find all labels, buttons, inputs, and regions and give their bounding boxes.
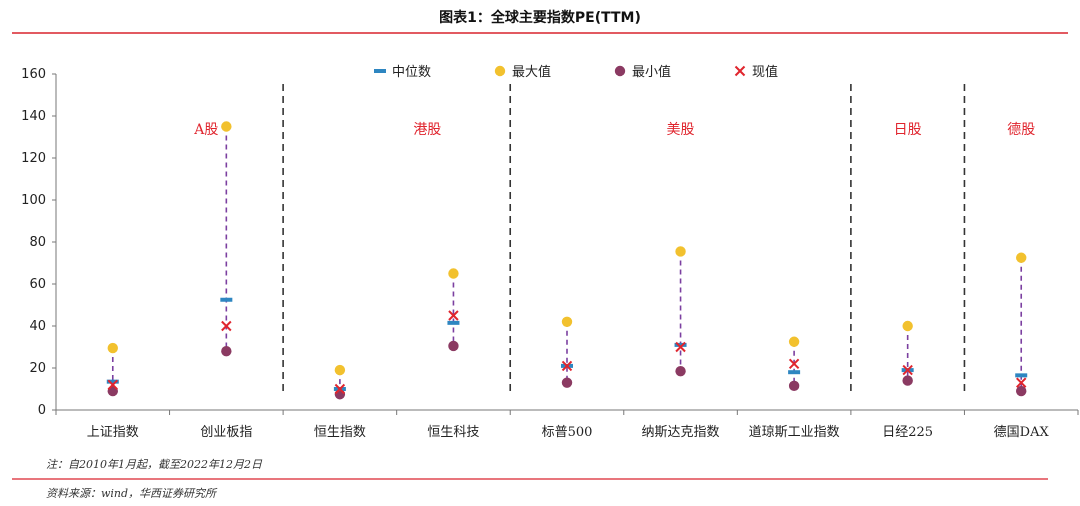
point-circle	[107, 342, 118, 354]
point-circle	[902, 320, 913, 332]
point-dash	[220, 297, 233, 302]
point-circle	[1016, 252, 1027, 263]
legend-marker	[374, 69, 386, 73]
point-x	[561, 360, 573, 372]
legend-label: 最大值	[512, 64, 551, 80]
chart-title: 图表1：全球主要指数PE(TTM)	[439, 9, 641, 26]
point-circle	[1016, 385, 1027, 397]
axes: 0 20 40 60 80 100 120 140 160 上证指数 创业板指 恒生指数 恒生科技 标普5…	[21, 67, 1079, 440]
legend-label: 中位数	[392, 65, 431, 80]
data-markers	[106, 121, 1028, 400]
point-x	[1016, 377, 1027, 388]
point-x	[788, 358, 800, 370]
x-stroke	[561, 360, 573, 372]
y-tick-label: 120	[21, 151, 46, 166]
group-label: 港股	[413, 122, 441, 138]
x-tick-label: 标普500	[542, 425, 593, 440]
legend-marker	[614, 65, 626, 77]
point-circle	[221, 346, 232, 357]
chart-note: 注：自2010年1月起，截至2022年12月2日	[46, 458, 263, 471]
group-label: 美股	[667, 122, 695, 138]
chart-source: 资料来源：wind，华西证券研究所	[46, 487, 218, 500]
x-tick-label: 德国DAX	[994, 425, 1050, 440]
point-dash	[788, 370, 801, 375]
point-circle	[448, 268, 459, 279]
x-tick-label: 道琼斯工业指数	[749, 425, 840, 440]
x-stroke	[675, 341, 686, 353]
group-labels: A股 港股 美股 日股 德股	[193, 122, 1035, 138]
range-lines	[111, 126, 1023, 395]
point-circle	[561, 377, 573, 388]
x-tick-label: 恒生科技	[427, 425, 479, 440]
x-stroke	[788, 358, 800, 370]
x-stroke	[334, 383, 346, 395]
point-circle	[902, 375, 913, 386]
point-circle	[334, 364, 346, 376]
x-stroke	[221, 320, 232, 332]
group-label: 日股	[894, 122, 922, 138]
point-circle	[561, 316, 573, 327]
point-circle	[788, 336, 800, 347]
point-dash	[1015, 373, 1028, 378]
point-circle	[788, 380, 800, 392]
y-tick-label: 140	[21, 109, 46, 124]
x-tick-label: 创业板指	[200, 425, 252, 440]
point-circle	[221, 121, 232, 132]
point-circle	[675, 365, 686, 377]
point-x	[221, 320, 232, 332]
legend-marker	[494, 65, 506, 77]
y-tick-label: 100	[21, 193, 46, 208]
point-circle	[448, 340, 459, 352]
point-x	[448, 310, 459, 321]
group-separators	[282, 84, 966, 392]
x-tick-label: 日经225	[882, 425, 933, 440]
x-stroke	[107, 379, 118, 391]
legend-marker	[734, 65, 746, 77]
point-x	[107, 379, 118, 391]
point-x	[334, 383, 346, 395]
point-dash	[106, 379, 119, 384]
y-tick-label: 0	[38, 403, 46, 418]
x-tick-label: 上证指数	[87, 425, 139, 440]
legend-label: 最小值	[632, 64, 671, 80]
y-tick-label: 40	[29, 319, 46, 334]
point-x	[675, 341, 686, 353]
x-stroke	[734, 65, 746, 77]
y-tick-label: 160	[21, 67, 46, 82]
group-label: 德股	[1007, 122, 1035, 138]
x-tick-label: 恒生指数	[314, 425, 366, 440]
group-label: A股	[193, 122, 218, 138]
point-circle	[675, 246, 686, 257]
legend-label: 现值	[752, 64, 778, 80]
x-stroke	[1016, 377, 1027, 388]
y-tick-label: 20	[29, 361, 46, 376]
x-stroke	[902, 364, 913, 376]
point-x	[902, 364, 913, 376]
y-tick-label: 80	[29, 235, 46, 250]
x-tick-label: 纳斯达克指数	[642, 425, 720, 440]
point-dash	[447, 320, 460, 325]
x-stroke	[448, 310, 459, 321]
y-tick-label: 60	[29, 277, 46, 292]
legend: 中位数 最大值 最小值 现值	[374, 64, 778, 80]
point-dash	[674, 342, 687, 347]
